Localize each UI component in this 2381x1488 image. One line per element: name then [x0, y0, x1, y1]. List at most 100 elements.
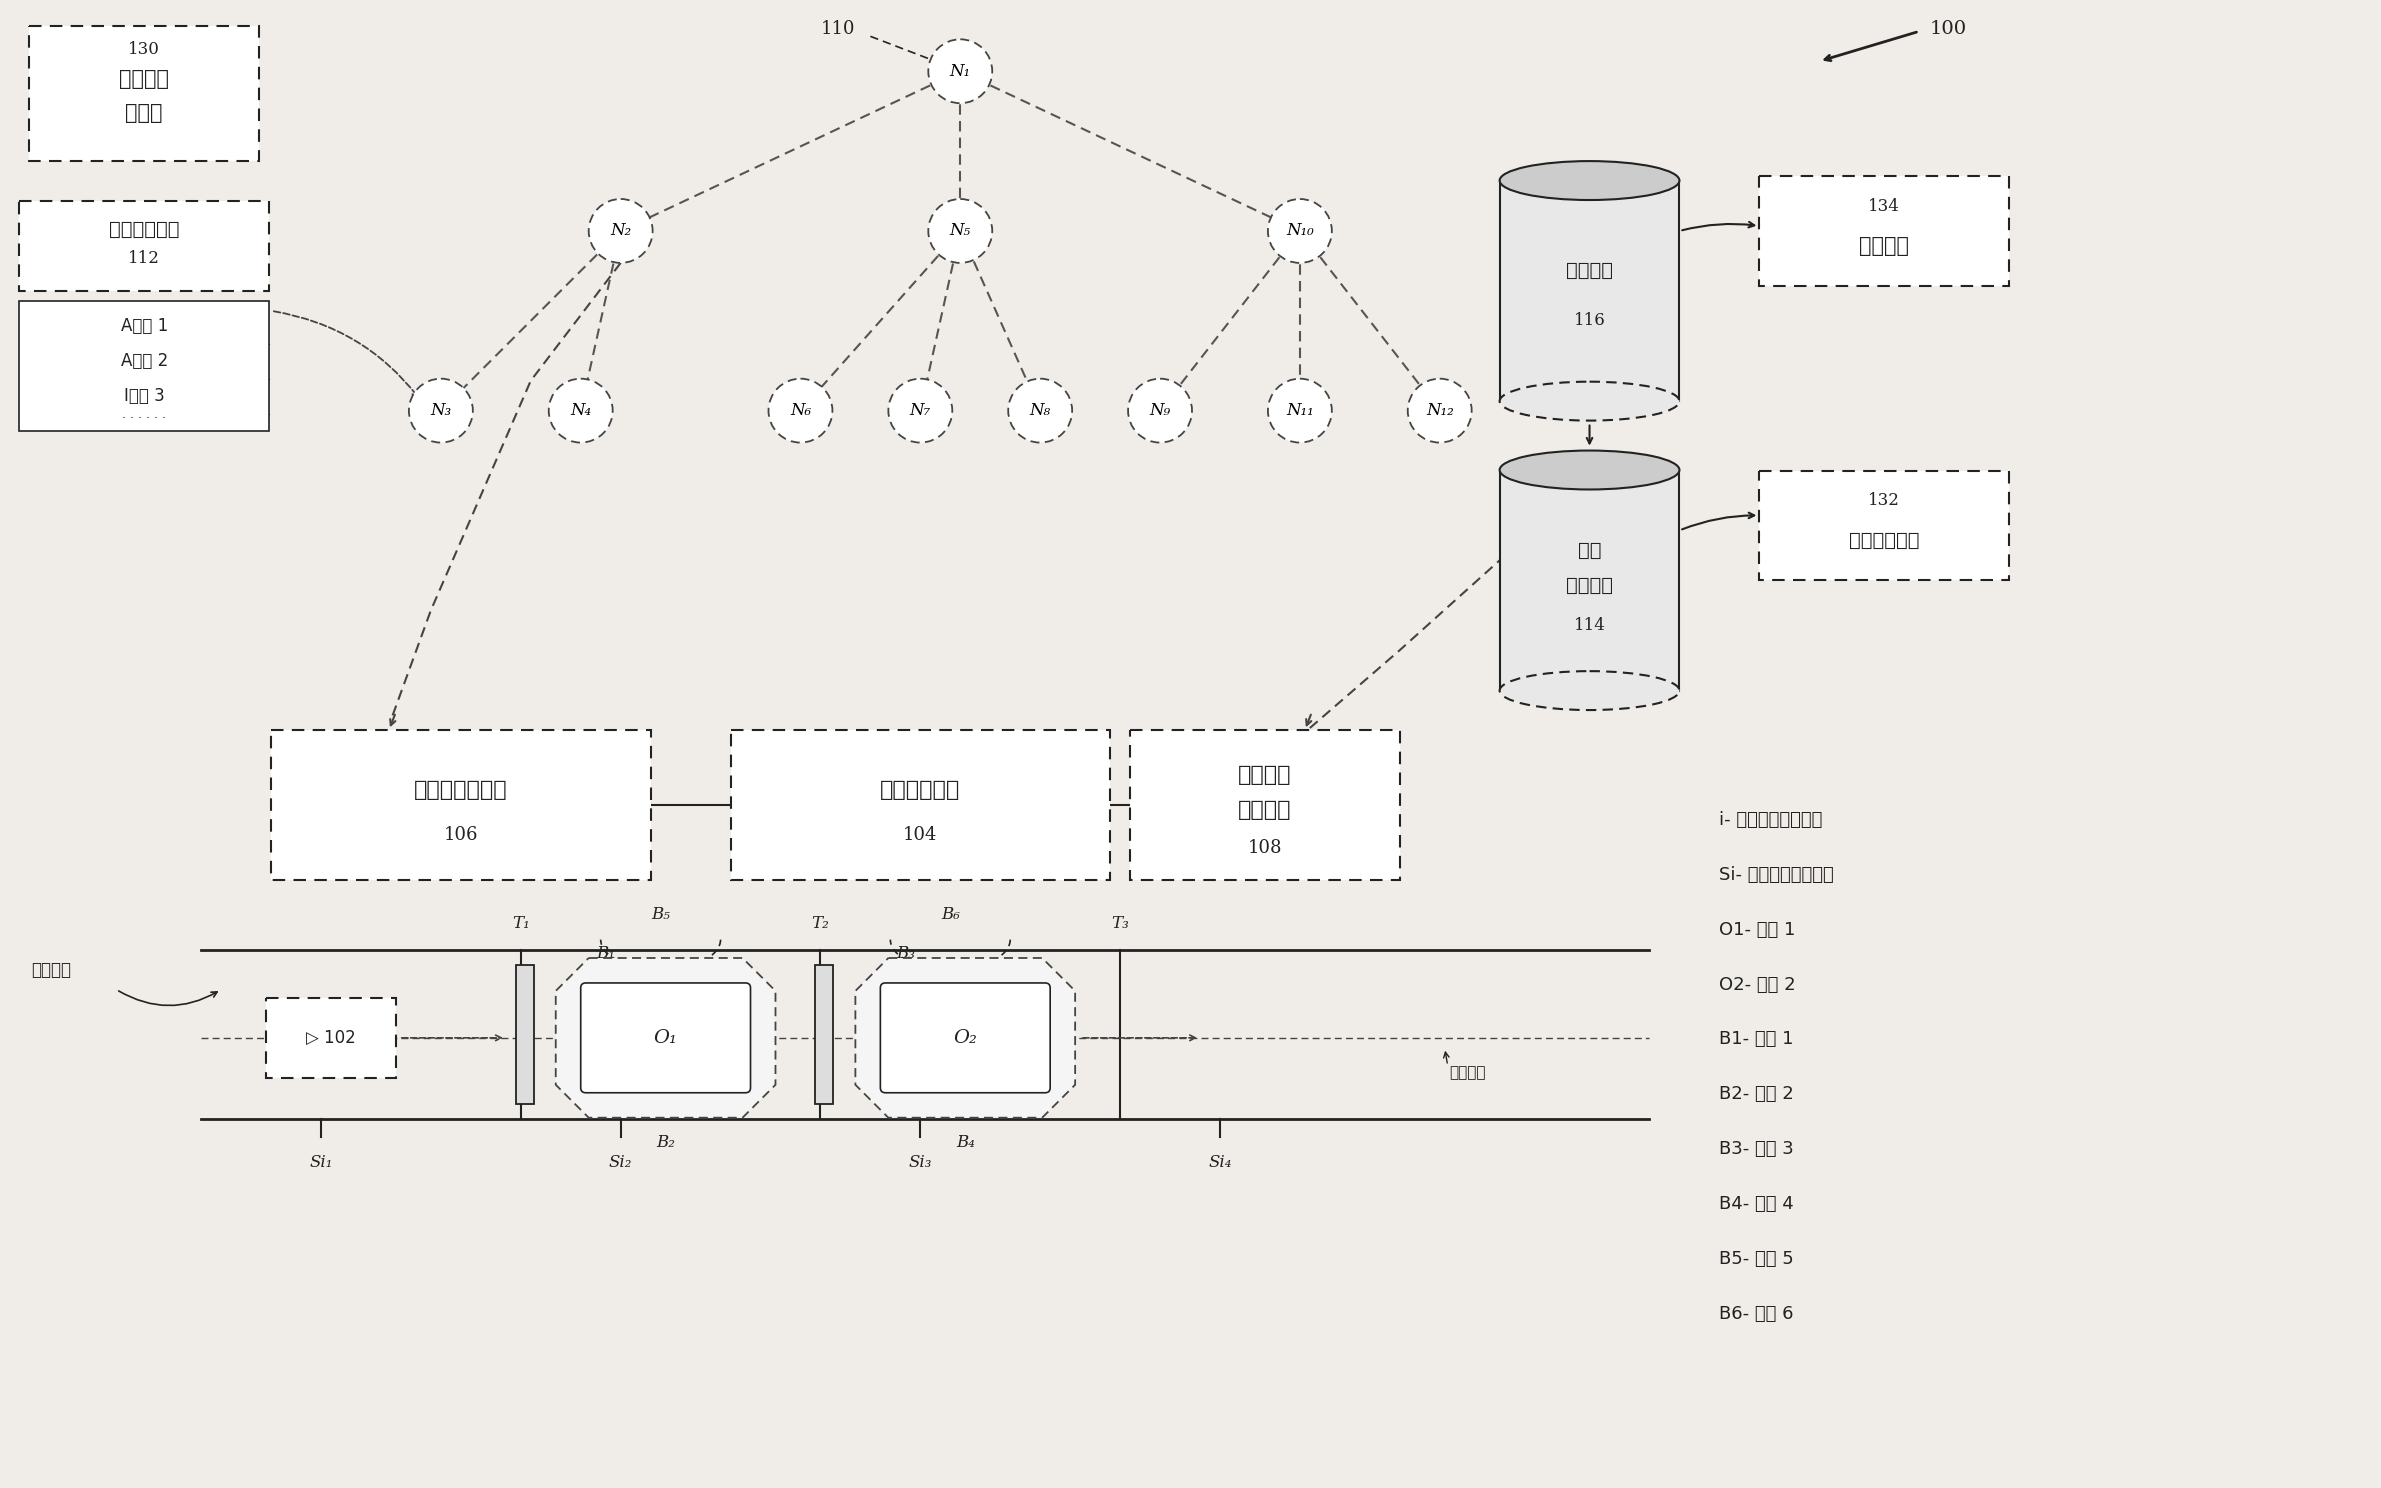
Text: B₃: B₃: [895, 945, 914, 961]
Ellipse shape: [1500, 451, 1679, 490]
Text: 节点界限集合: 节点界限集合: [110, 219, 179, 238]
Text: 存储装置: 存储装置: [1238, 801, 1291, 820]
Text: B4- 界限 4: B4- 界限 4: [1719, 1195, 1795, 1213]
Text: 扩展并且: 扩展并且: [119, 70, 169, 89]
Text: 界限属性: 界限属性: [1567, 262, 1612, 280]
Text: 中央数据: 中央数据: [1238, 765, 1291, 786]
Text: Si₁: Si₁: [310, 1155, 333, 1171]
Circle shape: [1007, 378, 1071, 442]
Circle shape: [1269, 378, 1331, 442]
Text: i- 采样索引（纵向）: i- 采样索引（纵向）: [1719, 811, 1824, 829]
Text: I界限 3: I界限 3: [124, 387, 164, 405]
Text: B1- 界限 1: B1- 界限 1: [1719, 1031, 1793, 1049]
Text: B₅: B₅: [650, 906, 669, 923]
Text: B3- 界限 3: B3- 界限 3: [1719, 1140, 1795, 1158]
Text: 104: 104: [902, 826, 938, 844]
Text: Si- 采样索引（横向）: Si- 采样索引（横向）: [1719, 866, 1833, 884]
Text: 存储装置: 存储装置: [1567, 576, 1612, 595]
Bar: [1131, 731, 1400, 879]
Ellipse shape: [1500, 161, 1679, 199]
Text: A界限 2: A界限 2: [121, 353, 167, 371]
Text: 112: 112: [129, 250, 160, 268]
Text: 查找界限: 查找界限: [1860, 237, 1910, 256]
Polygon shape: [555, 958, 776, 1117]
Text: N₁: N₁: [950, 62, 971, 80]
Bar: [1500, 470, 1679, 690]
Text: Si₄: Si₄: [1207, 1155, 1231, 1171]
Text: ▷ 102: ▷ 102: [307, 1028, 355, 1048]
FancyBboxPatch shape: [581, 984, 750, 1092]
Bar: [1760, 470, 2010, 580]
Ellipse shape: [1500, 671, 1679, 710]
Bar: [19, 301, 269, 430]
Text: B6- 界限 6: B6- 界限 6: [1719, 1305, 1793, 1323]
Text: B₁: B₁: [595, 945, 614, 961]
Bar: [19, 201, 269, 290]
Circle shape: [1129, 378, 1193, 442]
Text: N₁₂: N₁₂: [1426, 402, 1452, 420]
Text: Si₂: Si₂: [610, 1155, 633, 1171]
Bar: [271, 731, 650, 879]
Text: 110: 110: [821, 21, 855, 39]
Polygon shape: [855, 958, 1076, 1117]
Bar: [1760, 176, 2010, 286]
Circle shape: [929, 39, 993, 103]
Text: A界限 1: A界限 1: [121, 317, 167, 335]
Text: 130: 130: [129, 42, 160, 58]
Text: B₂: B₂: [657, 1134, 676, 1152]
Text: B₆: B₆: [940, 906, 960, 923]
Bar: [517, 964, 533, 1104]
Text: O₂: O₂: [952, 1028, 976, 1048]
Text: 拓扑规划器系统: 拓扑规划器系统: [414, 780, 507, 801]
Text: N₃: N₃: [431, 402, 452, 420]
Bar: [267, 998, 395, 1077]
Bar: [1500, 180, 1679, 402]
Ellipse shape: [1500, 382, 1679, 421]
Text: N₇: N₇: [910, 402, 931, 420]
Text: T₂: T₂: [812, 915, 829, 931]
Text: 映射界限信息: 映射界限信息: [1850, 531, 1919, 551]
Text: 界限: 界限: [1579, 540, 1602, 559]
Text: 局部区域: 局部区域: [31, 961, 71, 979]
Text: N₄: N₄: [569, 402, 590, 420]
Text: T₃: T₃: [1112, 915, 1129, 931]
Circle shape: [769, 378, 833, 442]
Text: O1- 对象 1: O1- 对象 1: [1719, 921, 1795, 939]
Text: N₈: N₈: [1029, 402, 1050, 420]
Text: 车辆计算系统: 车辆计算系统: [881, 780, 960, 801]
Text: 参考路径: 参考路径: [1450, 1065, 1486, 1080]
Text: B2- 界限 2: B2- 界限 2: [1719, 1085, 1795, 1103]
Text: N₁₀: N₁₀: [1286, 223, 1314, 240]
Circle shape: [888, 378, 952, 442]
Text: 修剪树: 修剪树: [126, 103, 162, 124]
Bar: [731, 731, 1110, 879]
Circle shape: [410, 378, 474, 442]
Text: 106: 106: [443, 826, 479, 844]
Text: 114: 114: [1574, 616, 1605, 634]
Text: N₁₁: N₁₁: [1286, 402, 1314, 420]
Text: O2- 对象 2: O2- 对象 2: [1719, 976, 1795, 994]
Text: 134: 134: [1869, 198, 1900, 214]
Circle shape: [1269, 199, 1331, 263]
Text: · · · · · ·: · · · · · ·: [121, 412, 167, 426]
Circle shape: [929, 199, 993, 263]
Circle shape: [1407, 378, 1471, 442]
Text: T₁: T₁: [512, 915, 529, 931]
Text: B5- 界限 5: B5- 界限 5: [1719, 1250, 1795, 1268]
Text: N₉: N₉: [1150, 402, 1171, 420]
Text: N₅: N₅: [950, 223, 971, 240]
Text: N₆: N₆: [790, 402, 812, 420]
Text: N₂: N₂: [610, 223, 631, 240]
Circle shape: [548, 378, 612, 442]
Text: 132: 132: [1869, 493, 1900, 509]
Text: 108: 108: [1248, 839, 1281, 857]
Text: 116: 116: [1574, 312, 1605, 329]
Circle shape: [588, 199, 652, 263]
FancyBboxPatch shape: [881, 984, 1050, 1092]
Text: B₄: B₄: [955, 1134, 974, 1152]
Text: O₁: O₁: [655, 1028, 679, 1048]
Bar: [29, 27, 260, 161]
Bar: [814, 964, 833, 1104]
Text: Si₃: Si₃: [910, 1155, 931, 1171]
Text: 100: 100: [1929, 21, 1967, 39]
